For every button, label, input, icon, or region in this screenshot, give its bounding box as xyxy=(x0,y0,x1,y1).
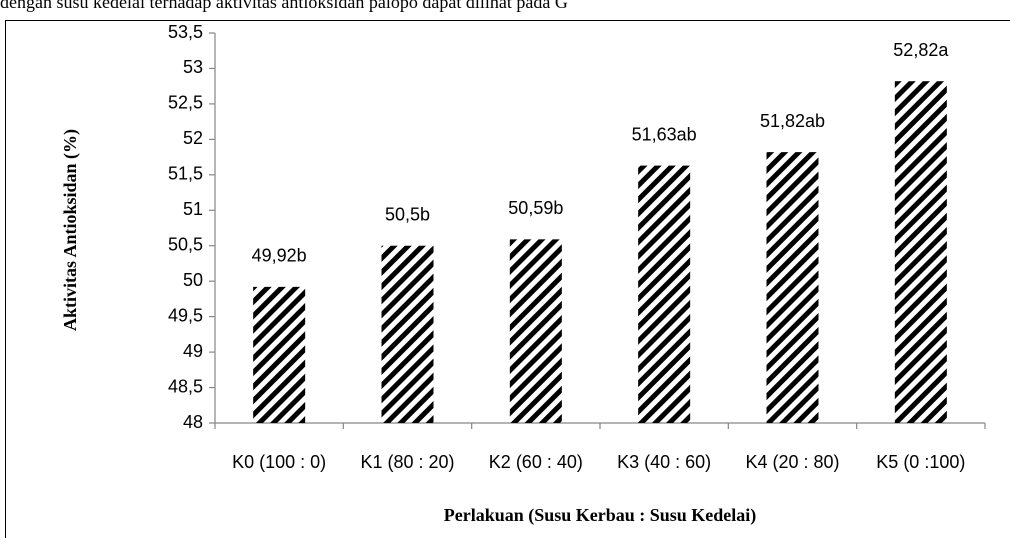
data-label: 50,5b xyxy=(385,204,430,224)
y-tick-label: 50,5 xyxy=(168,234,203,254)
y-tick-label: 53,5 xyxy=(168,22,203,42)
data-label: 50,59b xyxy=(508,198,563,218)
data-label: 52,82a xyxy=(893,40,949,60)
data-label: 51,82ab xyxy=(760,111,825,131)
x-tick-label: K4 (20 : 80) xyxy=(745,452,839,472)
bar xyxy=(766,152,819,424)
page-text: dengan susu kedelai terhadap aktivitas a… xyxy=(0,0,568,12)
x-tick-label: K0 (100 : 0) xyxy=(232,452,326,472)
bar xyxy=(509,239,562,423)
y-axis-title: Aktivitas Antioksidan (%) xyxy=(60,129,81,331)
y-tick-label: 50 xyxy=(183,270,203,290)
x-tick-label: K2 (60 : 40) xyxy=(489,452,583,472)
chart-frame xyxy=(5,20,1010,538)
bar xyxy=(381,245,434,423)
data-label: 49,92b xyxy=(252,246,307,266)
x-tick-label: K3 (40 : 60) xyxy=(617,452,711,472)
y-tick-label: 53 xyxy=(183,57,203,77)
y-tick-label: 48 xyxy=(183,412,203,432)
x-tick-label: K5 (0 :100) xyxy=(876,452,965,472)
x-tick-label: K1 (80 : 20) xyxy=(360,452,454,472)
y-tick-label: 52,5 xyxy=(168,93,203,113)
data-label: 51,63ab xyxy=(632,124,697,144)
bar xyxy=(638,165,691,423)
y-tick-label: 48,5 xyxy=(168,376,203,396)
y-tick-label: 51,5 xyxy=(168,164,203,184)
bar xyxy=(894,81,947,423)
x-axis-title: Perlakuan (Susu Kerbau : Susu Kedelai) xyxy=(444,505,757,526)
y-tick-label: 49,5 xyxy=(168,305,203,325)
y-tick-label: 51 xyxy=(183,199,203,219)
y-tick-label: 49 xyxy=(183,341,203,361)
y-tick-label: 52 xyxy=(183,128,203,148)
bar xyxy=(253,286,306,423)
